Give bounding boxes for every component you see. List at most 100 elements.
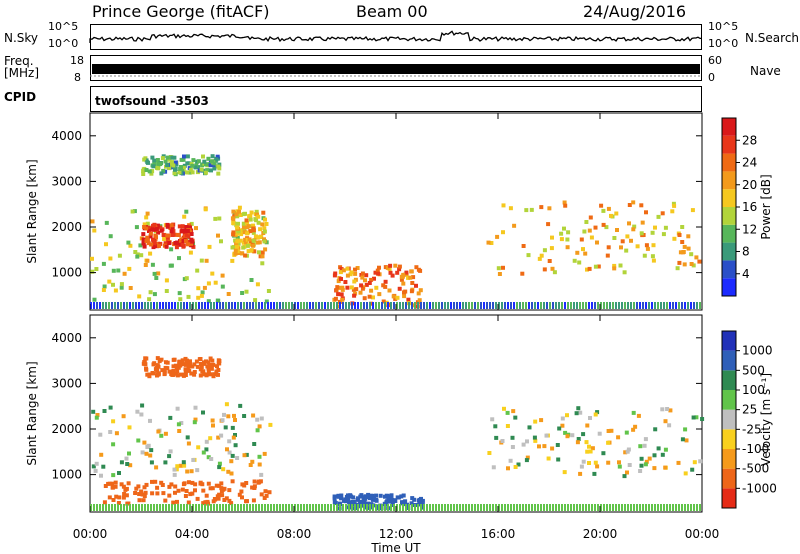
data-cell	[539, 253, 544, 258]
data-cell	[204, 439, 209, 444]
data-cell	[627, 463, 632, 467]
data-cell	[169, 229, 174, 234]
data-cell	[374, 493, 379, 498]
data-cell	[250, 459, 255, 464]
clutter-cell	[684, 302, 686, 309]
clutter-cell	[546, 504, 548, 511]
clutter-cell	[498, 302, 500, 309]
clutter-cell	[363, 302, 365, 309]
data-cell	[406, 297, 411, 302]
data-cell	[374, 285, 379, 290]
data-cell	[180, 359, 184, 364]
data-cell	[149, 460, 154, 465]
data-cell	[208, 372, 213, 377]
clutter-cell	[519, 302, 521, 309]
data-cell	[127, 451, 131, 456]
data-cell	[159, 228, 164, 233]
clutter-cell	[489, 302, 491, 309]
clutter-cell	[378, 504, 380, 511]
data-cell	[643, 462, 648, 467]
clutter-cell	[249, 302, 251, 309]
data-cell	[367, 496, 372, 501]
data-cell	[248, 229, 253, 234]
clutter-cell	[237, 302, 239, 309]
data-cell	[565, 237, 570, 242]
clutter-cell	[126, 504, 128, 511]
data-cell	[260, 254, 265, 259]
data-cell	[242, 230, 247, 235]
data-cell	[240, 291, 245, 295]
data-cell	[336, 494, 341, 499]
data-cell	[133, 491, 138, 495]
data-cell	[524, 458, 529, 463]
data-cell	[127, 425, 132, 430]
data-cell	[147, 225, 152, 230]
data-cell	[650, 254, 655, 259]
clutter-cell	[498, 504, 500, 511]
clutter-cell	[405, 504, 407, 511]
clutter-cell	[663, 302, 665, 309]
data-cell	[241, 221, 246, 226]
data-cell	[587, 266, 592, 271]
clutter-cell	[231, 504, 233, 511]
clutter-cell	[657, 302, 659, 309]
data-cell	[358, 290, 363, 295]
data-cell	[257, 250, 261, 255]
data-cell	[198, 357, 203, 361]
data-cell	[161, 491, 166, 496]
clutter-cell	[309, 504, 311, 511]
data-cell	[395, 295, 400, 300]
data-cell	[163, 241, 168, 246]
data-cell	[606, 440, 611, 445]
clutter-cell	[216, 302, 218, 309]
data-cell	[181, 157, 186, 162]
clutter-cell	[111, 302, 113, 309]
data-cell	[141, 498, 146, 503]
data-cell	[178, 297, 183, 302]
data-cell	[601, 451, 606, 456]
clutter-cell	[357, 504, 359, 511]
data-cell	[164, 360, 168, 365]
velocity-colorbar: 1000 500 100 25 -25 -100 -500 -1000 Velocity [m …	[721, 330, 777, 509]
colorbar-frame	[721, 330, 737, 509]
data-cell	[110, 481, 114, 486]
data-cell	[262, 496, 267, 500]
data-cell	[227, 439, 232, 444]
colorbar-tick-label: -100	[742, 442, 769, 456]
data-cell	[162, 368, 167, 373]
data-cell	[189, 469, 194, 474]
clutter-cell	[120, 302, 122, 309]
data-cell	[388, 496, 393, 501]
data-cell	[192, 362, 197, 367]
clutter-cell	[174, 302, 176, 309]
data-cell	[581, 432, 586, 437]
data-cell	[135, 252, 140, 257]
data-cell	[157, 243, 161, 248]
data-cell	[366, 492, 371, 497]
data-cell	[101, 261, 106, 266]
clutter-cell	[675, 504, 677, 511]
data-cell	[254, 235, 259, 240]
clutter-cell	[249, 504, 251, 511]
clutter-cell	[447, 504, 449, 511]
data-cell	[175, 369, 180, 374]
data-cell	[164, 244, 169, 249]
clutter-cell	[300, 504, 302, 511]
data-cell	[206, 360, 211, 365]
data-cell	[220, 418, 225, 423]
clutter-cell	[408, 302, 410, 309]
data-cell	[90, 219, 95, 224]
data-cell	[508, 458, 513, 463]
data-cell	[244, 218, 249, 223]
colorbar-swatch	[722, 171, 736, 190]
data-cell	[167, 157, 172, 162]
clutter-cell	[348, 302, 350, 309]
clutter-cell	[522, 302, 524, 309]
data-cell	[557, 426, 562, 431]
data-cell	[345, 273, 350, 278]
clutter-cell	[534, 302, 536, 309]
colorbar-tick-label: -25	[742, 422, 762, 436]
data-cell	[513, 415, 518, 420]
data-cell	[332, 494, 337, 499]
data-cell	[417, 298, 422, 303]
